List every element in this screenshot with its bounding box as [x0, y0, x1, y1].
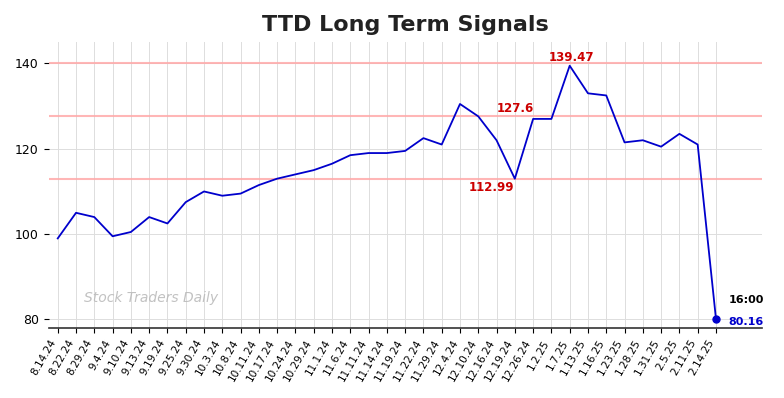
Title: TTD Long Term Signals: TTD Long Term Signals — [262, 15, 549, 35]
Text: 80.16: 80.16 — [729, 317, 764, 327]
Text: 16:00: 16:00 — [729, 295, 764, 305]
Text: Stock Traders Daily: Stock Traders Daily — [84, 291, 219, 305]
Text: 112.99: 112.99 — [469, 181, 514, 194]
Text: 139.47: 139.47 — [549, 51, 594, 64]
Text: 127.6: 127.6 — [496, 102, 534, 115]
Point — [710, 316, 722, 322]
